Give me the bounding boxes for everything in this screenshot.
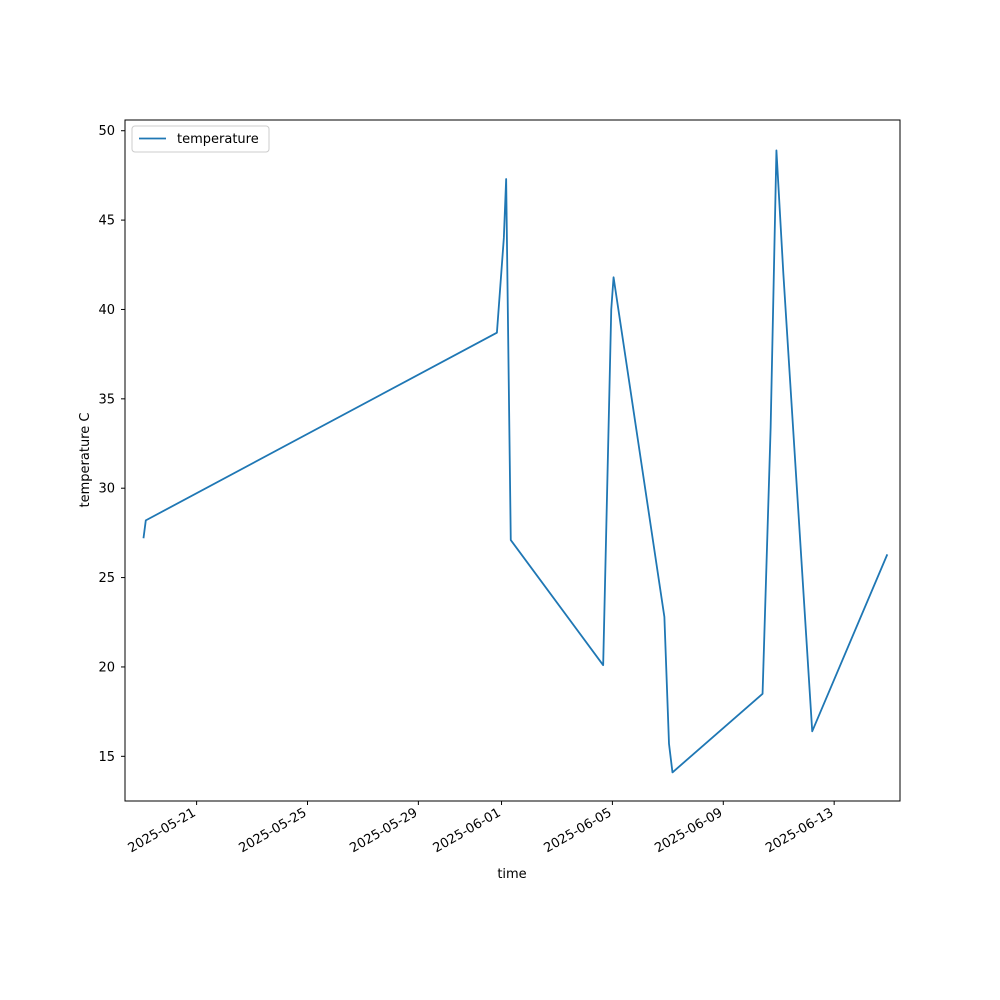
legend: temperature [131,125,270,153]
legend-label-temperature: temperature [177,132,259,147]
x-axis-label: time [497,867,526,882]
y-tick-label: 35 [98,392,115,407]
data-point [143,537,145,539]
data-point [762,693,764,695]
data-point [672,772,674,774]
data-point [602,664,604,666]
data-point [782,273,784,275]
y-axis-label: temperature C [78,413,93,508]
y-tick-label: 45 [98,214,115,229]
data-point [776,149,778,151]
data-point [886,553,888,555]
axes-frame [124,119,901,802]
data-point [145,519,147,521]
y-tick-label: 40 [98,303,115,318]
data-point [811,730,813,732]
data-point [613,276,615,278]
data-point [770,427,772,429]
data-point [610,309,612,311]
data-point [503,237,505,239]
y-tick-label: 20 [98,660,115,675]
data-point [510,539,512,541]
y-tick-label: 15 [98,750,115,765]
y-tick-label: 25 [98,571,115,586]
data-point [496,332,498,334]
data-point [668,743,670,745]
data-point [663,616,665,618]
y-tick-label: 50 [98,124,115,139]
legend-box [131,125,270,153]
series-line-temperature [142,149,889,774]
data-point [505,178,507,180]
y-tick-label: 30 [98,482,115,497]
